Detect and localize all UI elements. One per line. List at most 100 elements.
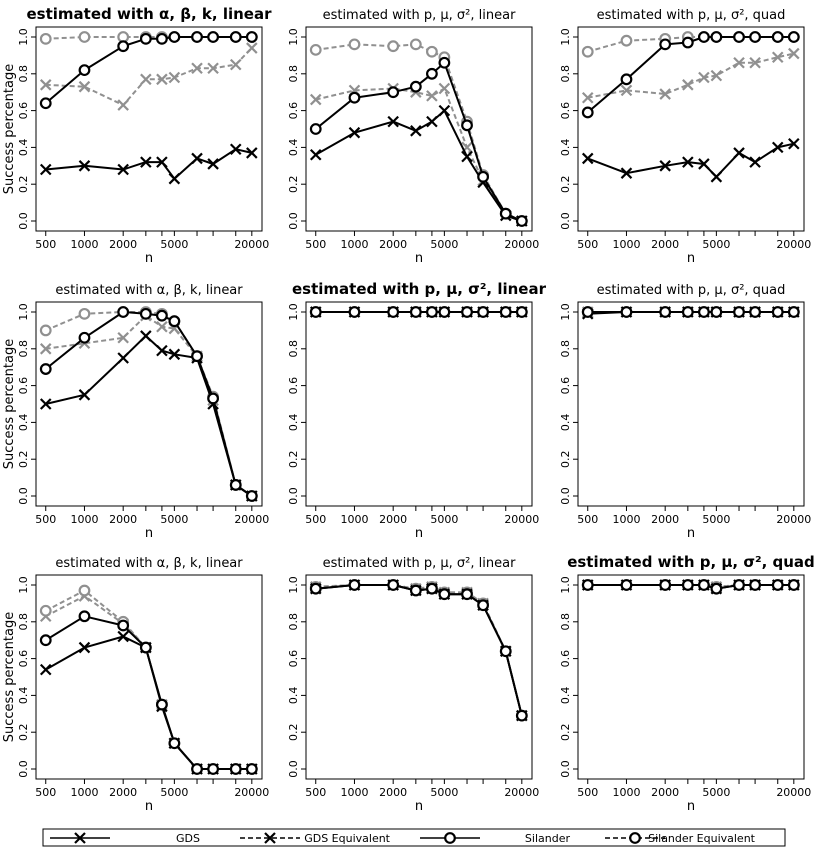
data-point-x <box>140 330 152 342</box>
x-axis-label: n <box>687 799 695 814</box>
data-point-o <box>191 31 203 43</box>
y-tick-label: 0.2 <box>559 450 572 468</box>
panel-title: estimated with p, μ, σ², linear <box>323 8 516 23</box>
data-point-x <box>168 71 181 84</box>
y-tick-label: 0.0 <box>287 212 300 230</box>
y-tick-label: 0.6 <box>17 377 30 395</box>
data-point-o <box>245 490 258 502</box>
data-point-x <box>117 163 129 176</box>
data-point-x <box>117 99 129 111</box>
data-point-o <box>387 86 400 99</box>
x-tick-label: 5000 <box>430 513 458 526</box>
x-tick-label: 500 <box>305 786 326 799</box>
y-tick-label: 0.8 <box>287 65 300 83</box>
y-tick-label: 1.0 <box>287 28 300 46</box>
x-tick-label: 5000 <box>702 238 730 251</box>
data-point-o <box>771 579 784 591</box>
data-point-o <box>229 479 242 491</box>
legend-item: GDS <box>50 832 200 845</box>
data-point-o <box>348 38 361 51</box>
x-tick-label: 1000 <box>340 786 368 799</box>
data-point-o <box>309 43 322 56</box>
data-point-x <box>168 348 181 361</box>
series-line <box>315 584 523 716</box>
data-point-o <box>78 331 91 344</box>
legend-label: GDS Equivalent <box>304 832 390 845</box>
y-tick-label: 0.4 <box>17 139 30 157</box>
x-tick-label: 1000 <box>70 513 98 526</box>
data-point-o <box>139 307 152 320</box>
data-point-o <box>581 306 594 318</box>
x-axis-label: n <box>415 799 423 814</box>
series-silander-equivalent <box>39 584 258 775</box>
data-point-o <box>749 31 761 43</box>
legend-box <box>42 828 786 847</box>
data-point-x <box>168 172 181 185</box>
series-line <box>45 47 253 107</box>
x-tick-label: 20000 <box>234 238 269 251</box>
x-tick-label: 2000 <box>651 513 679 526</box>
x-tick-label: 2000 <box>651 238 679 251</box>
panel-title: estimated with α, β, k, linear <box>55 556 243 571</box>
data-point-x <box>264 832 276 844</box>
data-point-o <box>581 45 594 58</box>
x-tick-label: 500 <box>577 238 598 251</box>
x-tick-label: 5000 <box>430 238 458 251</box>
panel-5: estimated with p, μ, σ², linear 0.0 0.2 0.4… <box>287 280 547 541</box>
data-point-x <box>682 79 694 91</box>
data-point-o <box>309 582 322 595</box>
data-point-o <box>117 619 130 632</box>
y-tick-label: 0.0 <box>559 760 572 778</box>
data-point-x <box>659 88 671 100</box>
x-tick-label: 1000 <box>340 513 368 526</box>
series-gds <box>39 143 258 185</box>
data-point-x <box>438 104 451 117</box>
data-point-x <box>788 47 800 60</box>
y-tick-label: 0.0 <box>17 212 30 230</box>
data-point-x <box>39 343 52 355</box>
data-point-o <box>139 32 152 45</box>
data-point-o <box>499 207 512 220</box>
data-point-o <box>229 763 242 775</box>
panel-9: estimated with p, μ, σ², quad 0.0 0.2 0.4 0.… <box>559 553 815 814</box>
data-point-o <box>698 579 710 591</box>
x-tick-label: 1000 <box>612 513 640 526</box>
data-point-o <box>387 579 400 591</box>
y-tick-label: 0.2 <box>559 723 572 741</box>
data-point-x <box>682 156 694 168</box>
data-point-x <box>749 56 761 69</box>
data-point-o <box>659 38 672 51</box>
data-point-o <box>207 31 219 43</box>
data-point-o <box>681 36 694 49</box>
series-line <box>587 142 795 178</box>
y-tick-label: 0.4 <box>17 687 30 705</box>
y-tick-label: 0.6 <box>17 102 30 120</box>
data-point-o <box>749 306 761 318</box>
data-point-o <box>409 38 422 51</box>
data-point-o <box>461 588 473 601</box>
data-point-o <box>438 56 451 69</box>
y-tick-label: 1.0 <box>17 303 30 321</box>
x-tick-label: 5000 <box>160 238 188 251</box>
data-point-o <box>117 40 130 53</box>
panel-6: estimated with p, μ, σ², quad 0.0 0.2 0.4 0.… <box>559 283 811 541</box>
series-silander-equivalent <box>309 579 528 722</box>
data-point-o <box>659 579 672 591</box>
series-gds <box>39 630 258 775</box>
x-tick-label: 2000 <box>379 238 407 251</box>
x-tick-label: 500 <box>35 513 56 526</box>
data-point-x <box>733 56 745 69</box>
y-axis-label: Success percentage <box>2 612 17 742</box>
x-tick-label: 500 <box>305 238 326 251</box>
series-silander <box>309 579 528 722</box>
y-tick-label: 0.8 <box>287 340 300 358</box>
data-point-o <box>348 91 361 104</box>
x-tick-label: 1000 <box>340 238 368 251</box>
data-point-o <box>659 306 672 318</box>
y-tick-label: 0.2 <box>287 175 300 193</box>
series-line <box>587 52 795 99</box>
y-tick-label: 0.6 <box>17 650 30 668</box>
data-point-o <box>444 832 456 844</box>
x-tick-label: 20000 <box>234 513 269 526</box>
data-point-x <box>387 115 399 128</box>
